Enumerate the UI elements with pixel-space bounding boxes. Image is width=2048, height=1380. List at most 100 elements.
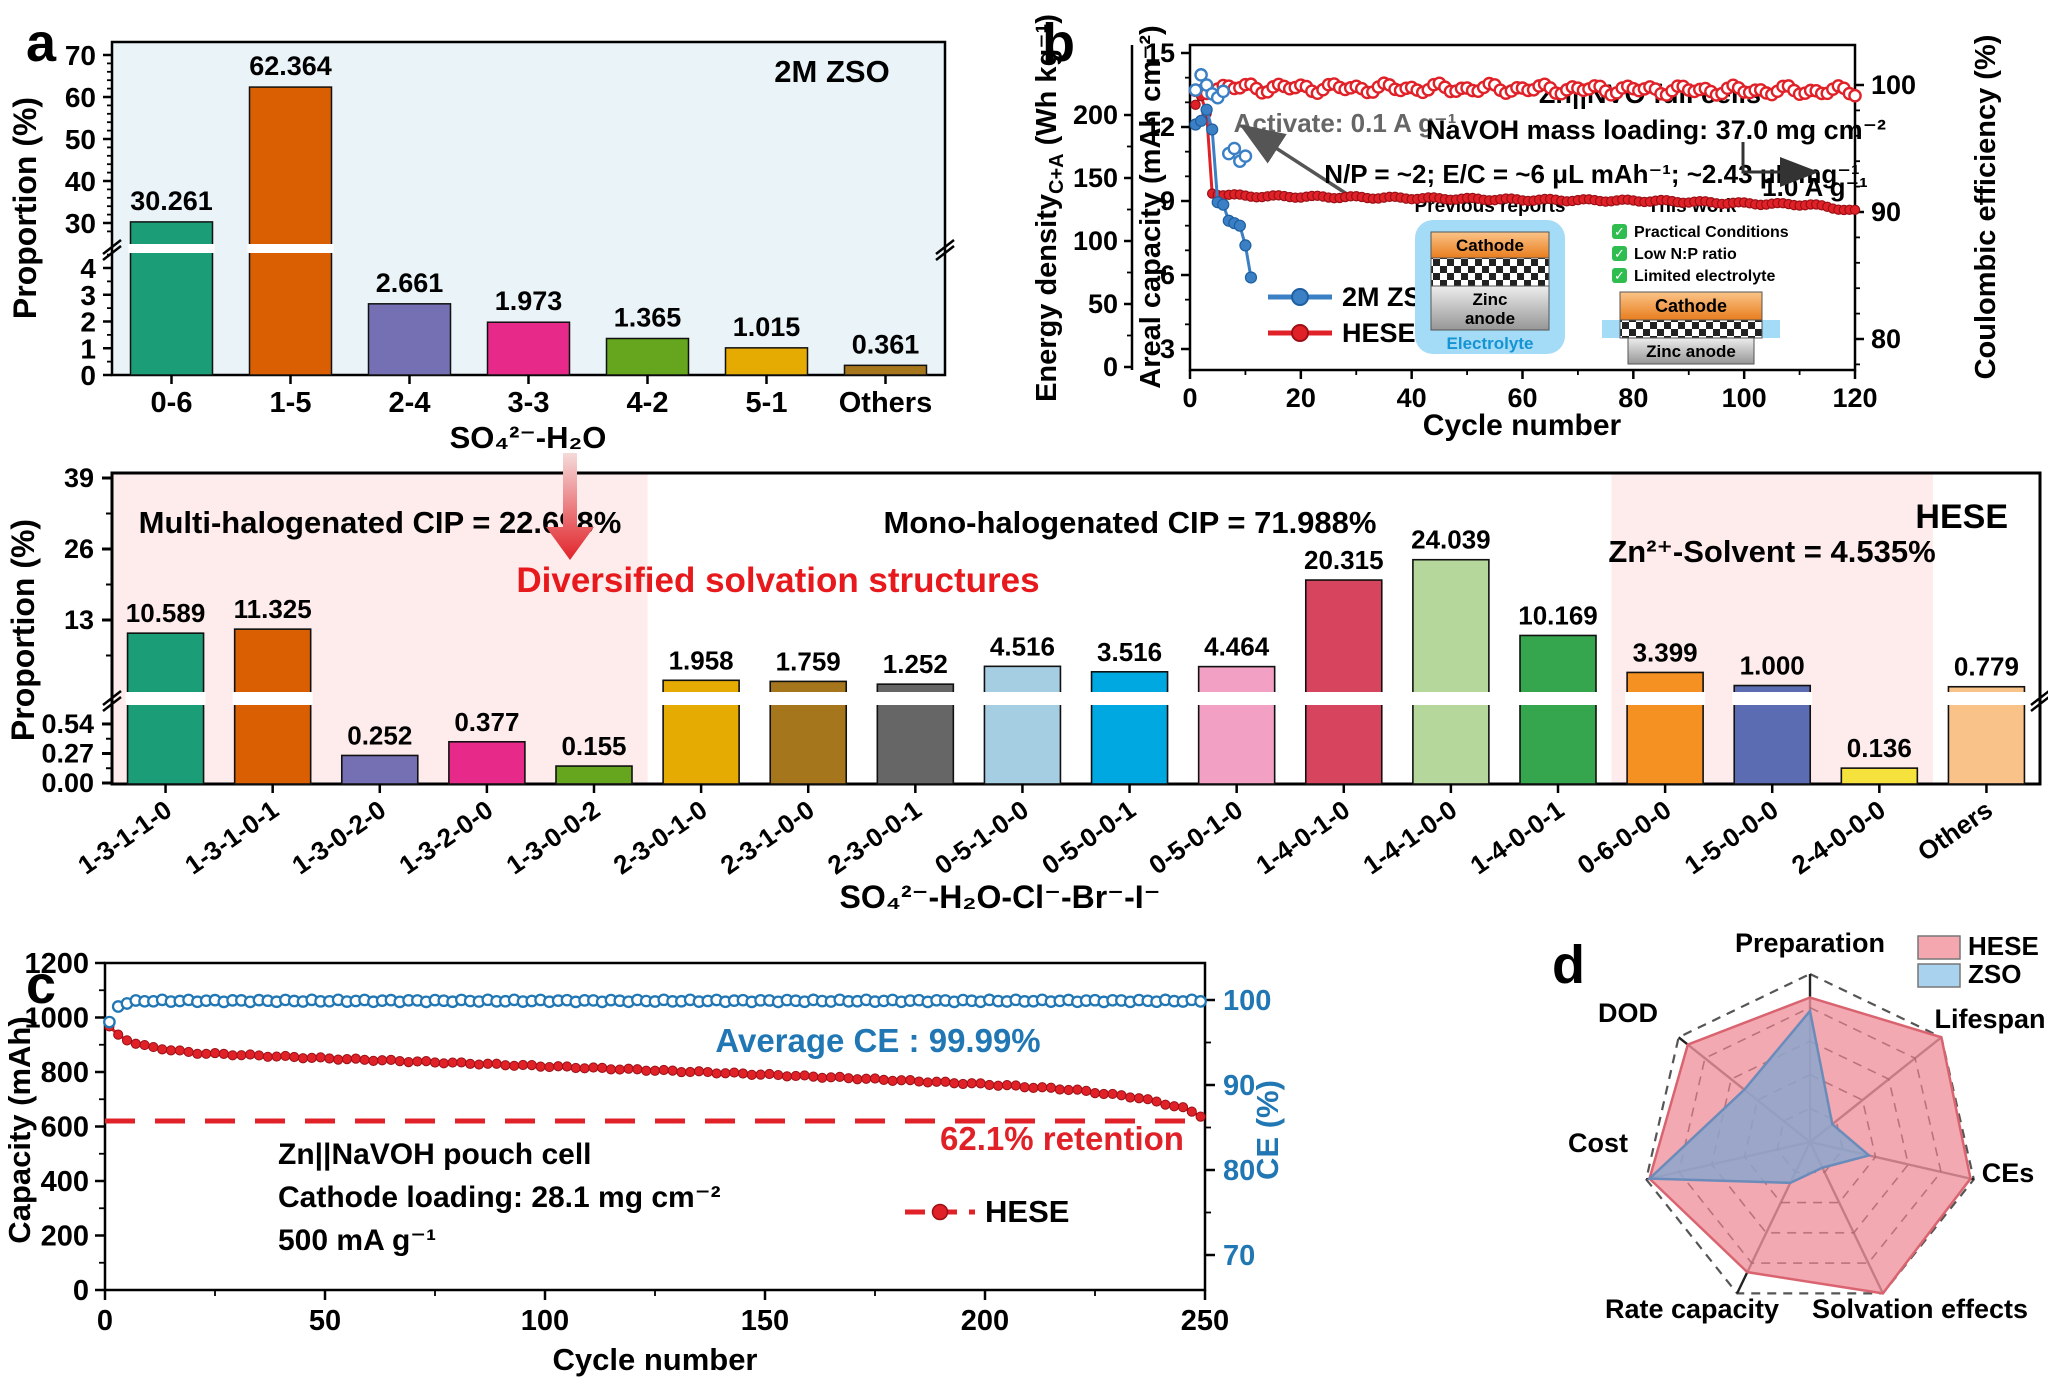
bar-value-label: 24.039 bbox=[1411, 525, 1491, 555]
text-label: 250 bbox=[1181, 1305, 1229, 1337]
text-label: 80 bbox=[1223, 1155, 1255, 1187]
zinc-anode-label: Zinc anode bbox=[1646, 342, 1736, 361]
bar-2-4-0-0-0 bbox=[1840, 767, 1919, 785]
retention-label: 62.1% retention bbox=[940, 1120, 1184, 1157]
series-ce bbox=[103, 993, 1207, 1029]
text-label: 0.54 bbox=[41, 709, 94, 739]
panel-b-letter: b bbox=[1042, 13, 1075, 73]
text-label: 100 bbox=[521, 1305, 569, 1337]
text-label: 1 bbox=[80, 333, 96, 364]
panel-a-bars: 30.261 0-6 62.364 1-5 2.661 2-4 1.973 3-3 1.365 4… bbox=[128, 51, 932, 419]
x-tick-label: 1-4-0-0-1 bbox=[1465, 794, 1570, 880]
panel-b-x-axis: 0 20 40 60 80 100 120 bbox=[1182, 370, 1878, 413]
cathode-loading-label: Cathode loading: 28.1 mg cm⁻² bbox=[278, 1181, 721, 1214]
text-label: 0 bbox=[80, 360, 96, 391]
text-label: 400 bbox=[41, 1166, 89, 1198]
x-tick-label: 4-2 bbox=[627, 387, 669, 419]
loading-label: NaVOH mass loading: 37.0 mg cm⁻² bbox=[1426, 115, 1886, 145]
bar-1-3-0-2-0 bbox=[340, 754, 419, 785]
pouch-cell-label: Zn||NaVOH pouch cell bbox=[278, 1138, 592, 1171]
region-label-mono: Mono-halogenated CIP = 71.988% bbox=[884, 505, 1377, 540]
panel-c-chart: 0 200 400 600 800 1000 1200 Capacity (mAh) 0 50 10… bbox=[2, 948, 1285, 1377]
panel-hese-plot-area bbox=[110, 471, 2042, 786]
panel-c-text: Average CE : 99.99% 62.1% retention Zn||Na… bbox=[278, 1022, 1184, 1257]
cathode-layer bbox=[1619, 291, 1763, 321]
cathode-label: Cathode bbox=[1456, 236, 1524, 255]
bar-1-3-2-0-0 bbox=[448, 740, 526, 785]
text-label: 15 bbox=[1145, 38, 1175, 68]
bar-value-label: 1.958 bbox=[669, 645, 734, 675]
x-tick-label: 2-3-0-0-1 bbox=[822, 794, 927, 880]
check-label: Practical Conditions bbox=[1634, 224, 1789, 241]
bar-value-label: 62.364 bbox=[249, 51, 332, 81]
text-label: 4 bbox=[80, 253, 96, 284]
x-tick-label: 1-3-0-0-2 bbox=[501, 794, 606, 880]
bar-value-label: 0.136 bbox=[1847, 733, 1912, 763]
check-glyph: ✓ bbox=[1614, 224, 1625, 239]
panel-a-y-title: Proportion (%) bbox=[7, 97, 43, 319]
x-tick-label: 2-3-0-1-0 bbox=[608, 794, 713, 880]
text-label: 200 bbox=[41, 1221, 89, 1253]
legend-hese-label: HESE bbox=[1968, 931, 2039, 961]
text-label: 26 bbox=[64, 534, 94, 564]
text-label: 80 bbox=[1618, 383, 1648, 413]
zinc-anode-layer bbox=[1430, 285, 1550, 331]
text-label: 30 bbox=[65, 208, 96, 239]
x-tick-label: 2-4-0-0-0 bbox=[1786, 794, 1891, 880]
axis-break-band bbox=[661, 692, 742, 705]
text-label: 120 bbox=[1832, 383, 1877, 413]
text-label: 800 bbox=[41, 1057, 89, 1089]
panel-c-ce-axis: 70 80 90 100 CE (%) bbox=[1205, 985, 1285, 1272]
x-tick-label: 0-6-0-0-0 bbox=[1572, 794, 1677, 880]
radar-axis-label-6: DOD bbox=[1598, 998, 1658, 1028]
bar-value-label: 1.973 bbox=[495, 286, 563, 316]
bar-value-label: 1.759 bbox=[776, 646, 841, 676]
inset-previous-reports: Previous reportsCathodeZincanodeElectrol… bbox=[1415, 196, 1566, 354]
bar-value-label: 2.661 bbox=[376, 268, 444, 298]
bar-1-3-1-1-0 bbox=[126, 632, 205, 785]
panel-c-x-axis: 0 50 100 150 200 250 bbox=[97, 1290, 1229, 1337]
text-label: 0.27 bbox=[41, 738, 94, 768]
rate-label: 1.0 A g⁻¹ bbox=[1762, 172, 1868, 202]
check-icon bbox=[1612, 224, 1627, 239]
text-label: 100 bbox=[1722, 383, 1767, 413]
inset-this-work: This work✓Practical Conditions✓Low N:P r… bbox=[1602, 196, 1789, 365]
x-tick-label: 2-4 bbox=[389, 387, 431, 419]
panel-c-y-title: Capacity (mAh) bbox=[2, 1016, 37, 1243]
axis-break-band bbox=[1089, 692, 1170, 705]
bar-1-4-1-0-0 bbox=[1412, 558, 1490, 785]
cathode-label: Cathode bbox=[1655, 296, 1727, 316]
bar-value-label: 4.464 bbox=[1204, 632, 1270, 662]
x-tick-label: 1-5 bbox=[270, 387, 312, 419]
series-hese-capacity bbox=[1190, 90, 1861, 216]
text-label: 6 bbox=[1160, 260, 1175, 290]
text-label: 90 bbox=[1223, 1070, 1255, 1102]
panel-a-letter: a bbox=[26, 13, 57, 73]
x-tick-label: 1-5-0-0-0 bbox=[1679, 794, 1784, 880]
check-label: Low N:P ratio bbox=[1634, 246, 1737, 263]
radar-axis-labels: Preparation Lifespan CEs Solvation effects R… bbox=[1568, 928, 2046, 1324]
radar-axis-label-3: Solvation effects bbox=[1812, 1294, 2028, 1324]
panel-c-y-axis: 0 200 400 600 800 1000 1200 bbox=[24, 948, 105, 1307]
text-label: 90 bbox=[1871, 197, 1901, 227]
bar-value-label: 11.325 bbox=[234, 594, 312, 624]
x-tick-label: 5-1 bbox=[746, 387, 788, 419]
series-capacity bbox=[104, 1021, 1206, 1122]
bar-1-4-0-1-0 bbox=[1304, 579, 1383, 785]
bar-value-label: 0.361 bbox=[852, 329, 920, 359]
text-label: 1200 bbox=[24, 948, 89, 980]
bar-value-label: 3.399 bbox=[1633, 637, 1698, 667]
x-tick-label: 0-5-0-0-1 bbox=[1036, 794, 1141, 880]
bar-value-label: 4.516 bbox=[990, 631, 1055, 661]
text-label: 13 bbox=[64, 605, 94, 635]
ce-axis-title: Coulombic efficiency (%) bbox=[1970, 35, 2002, 380]
panel-c-x-title: Cycle number bbox=[552, 1342, 757, 1377]
text-label: 0 bbox=[1182, 383, 1197, 413]
bar-value-label: 1.015 bbox=[733, 312, 801, 342]
bar-value-label: 0.779 bbox=[1954, 652, 2019, 682]
axis-break-band bbox=[1946, 692, 2027, 705]
text-label: 60 bbox=[65, 82, 96, 113]
axis-break-band bbox=[1518, 692, 1598, 705]
